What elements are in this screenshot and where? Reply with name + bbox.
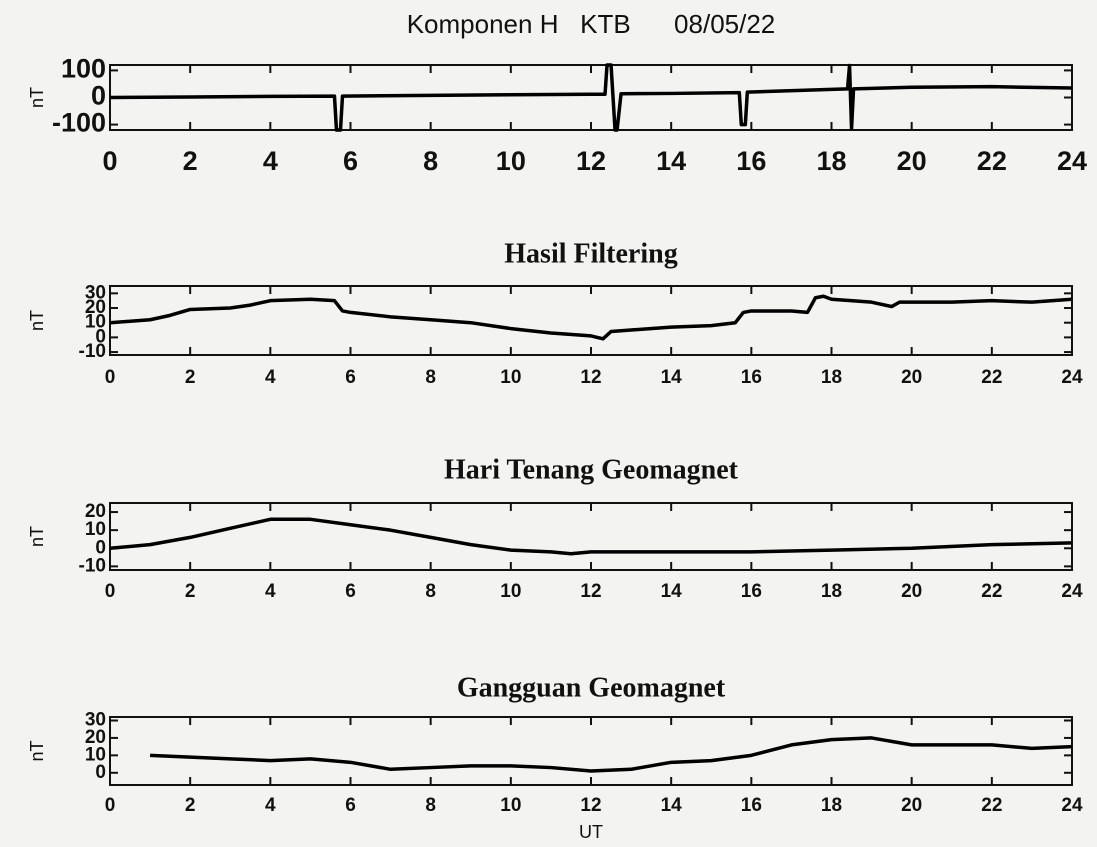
y-tick-label: 30 [85,710,106,731]
x-tick-label: 14 [661,581,683,602]
x-tick-label: 20 [901,795,922,816]
x-tick-label: 24 [1057,146,1087,176]
chart-title: Hasil Filtering [504,238,677,269]
x-tick-label: 22 [981,795,1002,816]
x-tick-label: 22 [981,367,1002,388]
x-tick-label: 22 [977,146,1007,176]
x-tick-label: 16 [736,146,766,176]
x-tick-label: 20 [901,367,922,388]
y-tick-label: 20 [85,297,106,318]
x-tick-label: 10 [496,146,526,176]
x-tick-label: 10 [500,795,521,816]
x-tick-label: 8 [423,146,438,176]
x-tick-label: 18 [821,367,842,388]
x-tick-label: 4 [265,795,276,816]
y-tick-label: 0 [91,81,106,111]
y-tick-label: -10 [79,341,106,362]
x-tick-label: 0 [105,795,116,816]
x-tick-label: 14 [656,146,686,176]
y-tick-label: 20 [85,727,106,748]
x-tick-label: 22 [981,581,1002,602]
plot-frame [109,716,1073,786]
x-tick-label: 0 [105,581,116,602]
x-tick-label: 10 [500,581,521,602]
x-tick-label: 12 [576,146,606,176]
y-tick-label: 10 [85,744,106,765]
x-tick-label: 6 [345,581,356,602]
x-tick-label: 14 [661,795,683,816]
x-tick-label: 2 [185,795,196,816]
x-tick-label: 6 [345,795,356,816]
x-tick-label: 24 [1061,795,1083,816]
x-tick-label: 20 [901,581,922,602]
x-tick-label: 8 [425,581,436,602]
plot-frame [109,502,1073,571]
y-axis-label: nT [27,87,47,108]
x-tick-label: 20 [897,146,927,176]
y-tick-label: -100 [52,108,106,138]
x-axis-label: UT [579,822,603,842]
x-tick-label: 16 [741,581,762,602]
x-tick-label: 18 [821,795,842,816]
y-axis-label: nT [27,526,47,547]
y-tick-label: 0 [95,326,106,347]
x-tick-label: 16 [741,367,762,388]
y-axis-label: nT [27,310,47,331]
x-tick-label: 2 [185,581,196,602]
x-tick-label: 16 [741,795,762,816]
x-tick-label: 24 [1061,581,1083,602]
data-line [109,517,1073,556]
x-tick-label: 18 [821,581,842,602]
y-tick-label: 10 [85,312,106,333]
plot-frame [109,285,1073,356]
chart-title: Komponen H KTB 08/05/22 [407,9,776,39]
x-tick-label: 2 [185,367,196,388]
chart-title: Gangguan Geomagnet [457,672,726,703]
y-tick-label: 30 [85,282,106,303]
y-tick-label: 20 [85,501,106,522]
x-tick-label: 2 [183,146,198,176]
x-tick-label: 8 [425,367,436,388]
x-tick-label: 12 [580,367,601,388]
y-axis-label: nT [27,740,47,761]
x-tick-label: 8 [425,795,436,816]
x-tick-label: 14 [661,367,683,388]
y-tick-label: 0 [95,762,106,783]
x-tick-label: 0 [102,146,117,176]
x-tick-label: 10 [500,367,521,388]
x-tick-label: 12 [580,581,601,602]
chart-title: Hari Tenang Geomagnet [444,454,739,485]
x-tick-label: 4 [263,146,278,176]
y-tick-label: 10 [85,519,106,540]
data-line [109,294,1073,341]
data-line [150,736,1073,773]
x-tick-label: 18 [816,146,846,176]
y-tick-label: -10 [79,555,106,576]
x-tick-label: 12 [580,795,601,816]
x-tick-label: 6 [343,146,358,176]
data-line [109,63,1073,132]
x-tick-label: 6 [345,367,356,388]
x-tick-label: 4 [265,367,276,388]
x-tick-label: 24 [1061,367,1083,388]
y-tick-label: 100 [61,54,106,84]
x-tick-label: 0 [105,367,116,388]
y-tick-label: 0 [95,537,106,558]
x-tick-label: 4 [265,581,276,602]
